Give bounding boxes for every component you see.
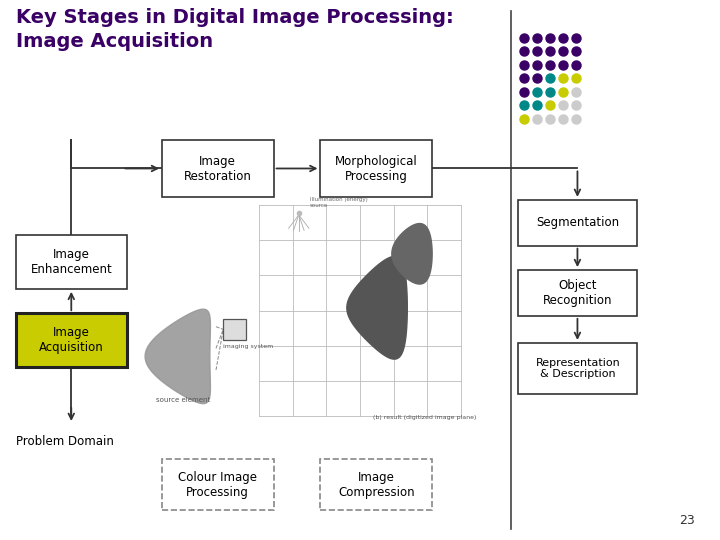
Text: (b) result (digitized image plane): (b) result (digitized image plane) [373, 415, 477, 420]
FancyBboxPatch shape [320, 140, 432, 197]
FancyBboxPatch shape [16, 235, 127, 289]
Text: 23: 23 [679, 514, 695, 526]
FancyBboxPatch shape [320, 459, 432, 510]
Text: Segmentation: Segmentation [536, 216, 619, 229]
Text: Representation
& Description: Representation & Description [536, 357, 620, 379]
Text: Key Stages in Digital Image Processing:: Key Stages in Digital Image Processing: [16, 8, 454, 27]
Polygon shape [145, 309, 210, 403]
FancyBboxPatch shape [223, 319, 246, 340]
Text: source element: source element [156, 397, 211, 403]
Text: Image
Compression: Image Compression [338, 471, 415, 498]
Text: Illumination (energy)
source: Illumination (energy) source [310, 197, 367, 208]
FancyBboxPatch shape [518, 343, 637, 394]
FancyBboxPatch shape [162, 459, 274, 510]
Text: Image
Acquisition: Image Acquisition [40, 326, 104, 354]
Text: Problem Domain: Problem Domain [16, 435, 114, 448]
Polygon shape [347, 256, 408, 359]
FancyBboxPatch shape [162, 140, 274, 197]
Text: Image
Enhancement: Image Enhancement [31, 248, 112, 276]
Text: Image
Restoration: Image Restoration [184, 155, 252, 183]
FancyBboxPatch shape [16, 313, 127, 367]
Text: Colour Image
Processing: Colour Image Processing [179, 471, 257, 498]
FancyBboxPatch shape [518, 200, 637, 246]
Text: Image Acquisition: Image Acquisition [16, 32, 213, 51]
Text: Object
Recognition: Object Recognition [543, 279, 613, 307]
Text: Morphological
Processing: Morphological Processing [335, 155, 418, 183]
Text: imaging system: imaging system [223, 345, 274, 349]
FancyBboxPatch shape [518, 270, 637, 316]
Polygon shape [392, 224, 432, 284]
